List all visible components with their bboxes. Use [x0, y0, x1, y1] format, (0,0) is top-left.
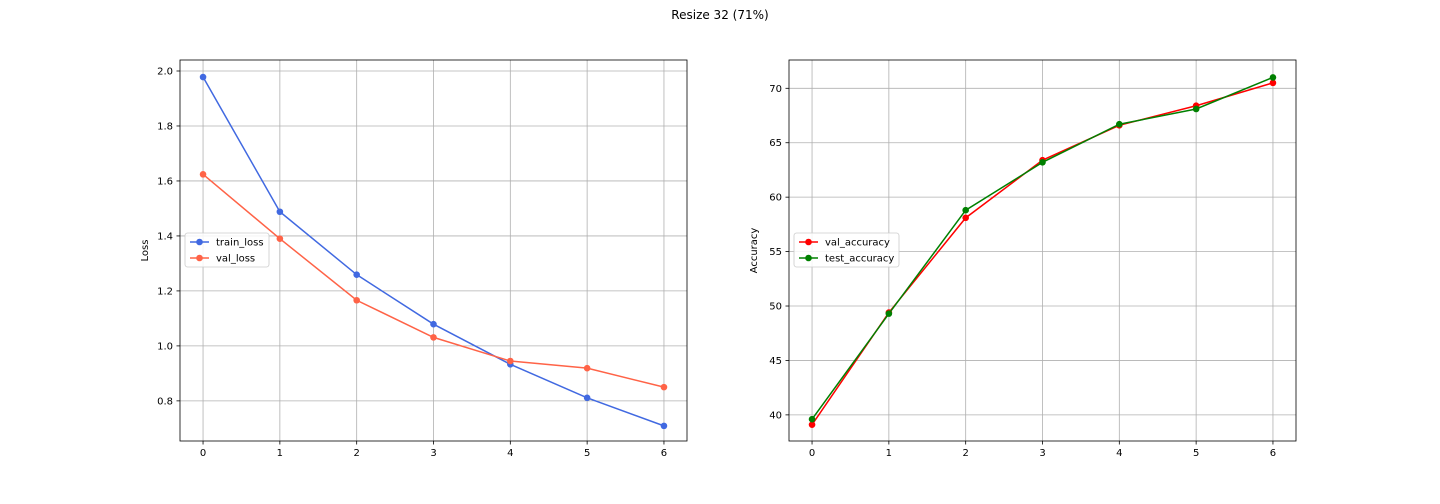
series-val_loss: [199, 171, 668, 391]
legend: train_loss val_loss: [184, 232, 270, 268]
x-tick-label: 5: [584, 448, 590, 459]
x-tick-label: 0: [200, 448, 206, 459]
y-tick-label: 40: [769, 410, 782, 421]
data-point: [1192, 105, 1200, 113]
x-tick-label: 6: [1270, 448, 1276, 459]
data-point: [583, 394, 591, 402]
y-tick-label: 50: [769, 302, 782, 313]
x-tick-label: 0: [809, 448, 815, 459]
data-point: [199, 73, 207, 81]
y-tick-label: 2.0: [157, 66, 173, 77]
legend-label: val_loss: [216, 254, 255, 265]
data-point: [1116, 120, 1123, 128]
chart-1: 0 1 2 3 4 5 6 0.8 1.0 1.2 1.4 1.6 1.8 2.0 Loss train_lo…: [140, 59, 688, 459]
data-point: [430, 334, 437, 341]
legend-marker: [196, 254, 203, 262]
legend-label: val_accuracy: [825, 238, 890, 249]
legend-label: test_accuracy: [825, 254, 894, 265]
y-tick-label: 0.8: [157, 396, 173, 407]
y-axis-label: Accuracy: [749, 228, 760, 274]
legend: val_accuracy test_accuracy: [793, 232, 900, 268]
legend-marker: [805, 238, 812, 246]
data-point: [199, 171, 207, 178]
data-point: [1269, 74, 1277, 81]
x-tick-label: 2: [962, 448, 968, 459]
y-tick-label: 1.0: [157, 341, 173, 352]
y-axis-label: Loss: [140, 240, 151, 262]
x-tick-label: 3: [430, 448, 436, 459]
data-point: [1039, 159, 1046, 166]
series-test_accuracy: [808, 74, 1277, 423]
x-tick-label: 1: [886, 448, 892, 459]
x-tick-label: 1: [277, 448, 283, 459]
data-point: [583, 364, 591, 372]
data-point: [430, 320, 437, 328]
y-tick-label: 1.2: [157, 286, 173, 297]
data-point: [353, 271, 360, 278]
data-point: [660, 422, 668, 430]
data-point: [276, 208, 284, 216]
data-point: [276, 235, 284, 242]
data-point: [507, 357, 514, 365]
y-tick-label: 1.4: [157, 231, 173, 242]
data-point: [353, 296, 360, 304]
axes-frame: [179, 59, 688, 442]
axes-frame: [788, 59, 1297, 442]
y-tick-label: 55: [769, 247, 782, 258]
y-tick-label: 65: [769, 138, 782, 149]
figure-title: Resize 32 (71%): [671, 8, 769, 22]
y-tick-label: 60: [769, 193, 782, 204]
x-tick-label: 2: [353, 448, 359, 459]
data-point: [1269, 79, 1277, 87]
data-point: [660, 383, 668, 391]
legend-marker: [805, 254, 812, 262]
x-tick-label: 3: [1039, 448, 1045, 459]
y-tick-label: 45: [769, 356, 782, 367]
y-tick-label: 1.6: [157, 176, 173, 187]
y-tick-label: 1.8: [157, 121, 173, 132]
y-tick-label: 70: [769, 84, 782, 95]
data-point: [808, 415, 816, 423]
data-point: [962, 206, 969, 214]
legend-marker: [196, 238, 203, 246]
x-tick-label: 6: [661, 448, 667, 459]
legend-box: [793, 232, 900, 268]
data-point: [962, 214, 969, 222]
legend-label: train_loss: [216, 238, 264, 249]
data-point: [885, 310, 893, 317]
x-tick-label: 5: [1193, 448, 1199, 459]
data-point: [808, 421, 816, 428]
x-tick-label: 4: [507, 448, 513, 459]
x-tick-label: 4: [1116, 448, 1122, 459]
